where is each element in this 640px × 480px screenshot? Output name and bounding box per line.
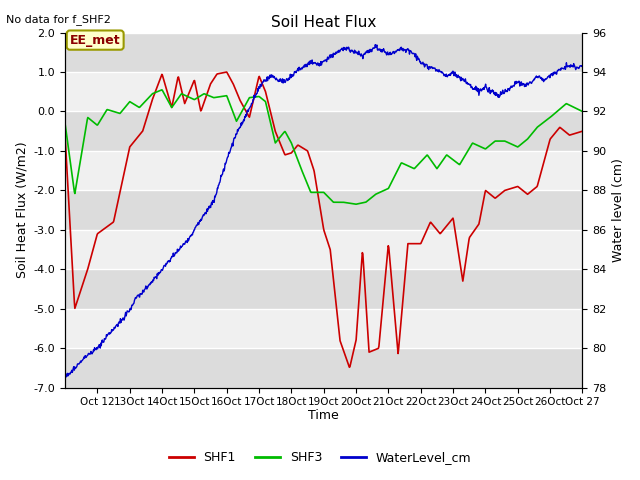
Bar [65,151,582,191]
X-axis label: Time: Time [308,409,339,422]
Bar [65,191,582,230]
Bar [65,348,582,388]
Bar [65,269,582,309]
Legend: SHF1, SHF3, WaterLevel_cm: SHF1, SHF3, WaterLevel_cm [164,446,476,469]
Bar [65,230,582,269]
Text: No data for f_SHF2: No data for f_SHF2 [6,14,111,25]
Y-axis label: Soil Heat Flux (W/m2): Soil Heat Flux (W/m2) [15,142,28,278]
Bar [65,72,582,111]
Bar [65,111,582,151]
Title: Soil Heat Flux: Soil Heat Flux [271,15,376,30]
Bar [65,33,582,72]
Bar [65,309,582,348]
Y-axis label: Water level (cm): Water level (cm) [612,158,625,262]
Text: EE_met: EE_met [70,34,120,47]
